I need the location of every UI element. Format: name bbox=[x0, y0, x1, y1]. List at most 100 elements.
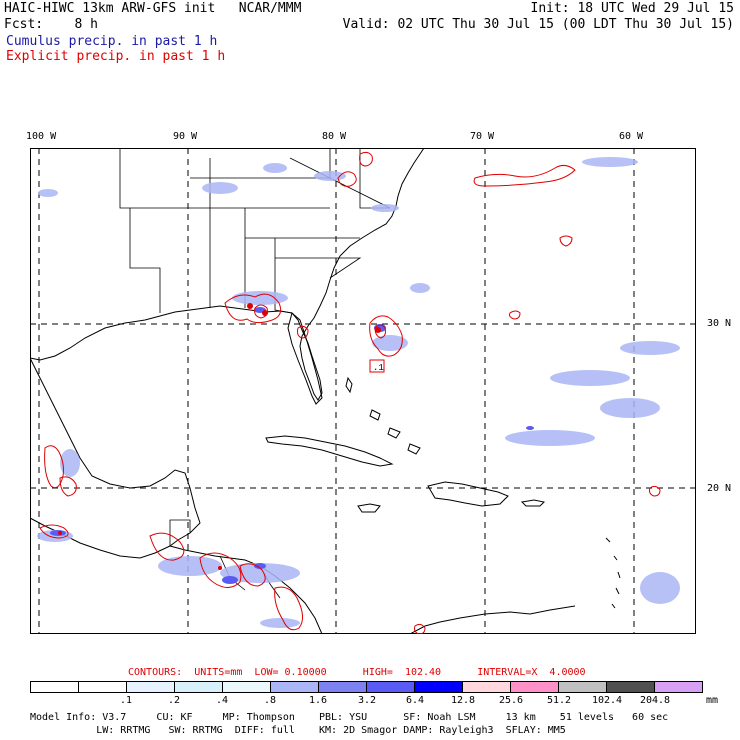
legend-swatch bbox=[463, 682, 511, 692]
lon-label-60w: 60 W bbox=[619, 131, 644, 142]
explicit-contour bbox=[239, 563, 266, 587]
cumulus-patch bbox=[505, 430, 595, 446]
explicit-contour bbox=[559, 235, 573, 247]
legend-swatch bbox=[175, 682, 223, 692]
legend-tick-label: .1 bbox=[119, 695, 133, 706]
lat-lon-grid bbox=[30, 148, 696, 634]
valid-time: Valid: 02 UTC Thu 30 Jul 15 (00 LDT Thu … bbox=[342, 17, 734, 32]
cumulus-patch bbox=[260, 618, 300, 628]
south-america-coastline bbox=[409, 605, 576, 634]
legend-swatch bbox=[559, 682, 607, 692]
cumulus-patch bbox=[158, 556, 222, 576]
explicit-contour bbox=[199, 552, 242, 588]
southern-states-borders bbox=[209, 158, 293, 314]
pacific-coastline bbox=[30, 517, 171, 559]
coastlines bbox=[30, 148, 621, 634]
low-value-marker-label: .1 bbox=[373, 363, 384, 373]
legend-tick-label: .4 bbox=[215, 695, 229, 706]
cumulus-patch bbox=[314, 171, 346, 181]
cumulus-patch bbox=[372, 335, 408, 351]
cumulus-patch bbox=[38, 189, 58, 197]
cumulus-patch bbox=[600, 398, 660, 418]
legend-swatch bbox=[607, 682, 655, 692]
legend-tick-label: 12.8 bbox=[450, 695, 476, 706]
explicit-contour bbox=[224, 293, 282, 324]
legend-tick-label: 102.4 bbox=[591, 695, 623, 706]
explicit-core bbox=[218, 566, 222, 570]
explicit-contour bbox=[274, 586, 303, 631]
central-america-coastline bbox=[169, 545, 323, 634]
explicit-contour bbox=[39, 524, 69, 539]
texas-border bbox=[119, 148, 161, 313]
cumulus-patch bbox=[582, 157, 638, 167]
legend-swatch bbox=[127, 682, 175, 692]
cumulus-patch bbox=[232, 291, 288, 305]
explicit-precip-cores bbox=[58, 303, 381, 570]
bahamas-outline bbox=[345, 376, 421, 455]
explicit-contour bbox=[369, 315, 403, 357]
legend-tick-label: 204.8 bbox=[639, 695, 671, 706]
cumulus-patch bbox=[371, 204, 399, 212]
cumulus-core bbox=[526, 426, 534, 430]
legend-tick-label: 1.6 bbox=[308, 695, 328, 706]
forecast-hour: Fcst: 8 h bbox=[4, 17, 98, 32]
lon-label-100w: 100 W bbox=[26, 131, 57, 142]
legend-swatch bbox=[79, 682, 127, 692]
explicit-core bbox=[262, 310, 268, 316]
cumulus-patch bbox=[263, 163, 287, 173]
lon-label-90w: 90 W bbox=[173, 131, 198, 142]
legend-swatch bbox=[31, 682, 79, 692]
explicit-contour bbox=[359, 151, 373, 167]
model-title: HAIC-HIWC 13km ARW-GFS init NCAR/MMM bbox=[4, 1, 302, 16]
legend-tick-label: 6.4 bbox=[405, 695, 425, 706]
explicit-contour bbox=[44, 445, 64, 489]
legend-swatch bbox=[271, 682, 319, 692]
legend-tick-label: .8 bbox=[263, 695, 277, 706]
init-time: Init: 18 UTC Wed 29 Jul 15 bbox=[530, 1, 735, 16]
color-scale-labels: .1 .2 .4 .8 1.6 3.2 6.4 12.8 25.6 51.2 102.4 204.8 bbox=[30, 695, 703, 707]
florida-outline bbox=[287, 312, 323, 405]
model-info-line-2: LW: RRTMG SW: RRTMG DIFF: full KM: 2D Sm… bbox=[30, 725, 566, 736]
cumulus-patch bbox=[60, 449, 80, 477]
lon-label-80w: 80 W bbox=[322, 131, 347, 142]
legend-swatch bbox=[223, 682, 271, 692]
legend-swatch bbox=[511, 682, 559, 692]
contour-info: CONTOURS: UNITS=mm LOW= 0.10000 HIGH= 10… bbox=[128, 667, 586, 678]
legend-swatch bbox=[655, 682, 702, 692]
cumulus-patch bbox=[620, 341, 680, 355]
explicit-contour bbox=[473, 164, 576, 187]
explicit-core bbox=[375, 327, 381, 333]
cumulus-legend-label: Cumulus precip. in past 1 h bbox=[6, 34, 218, 49]
legend-unit: mm bbox=[706, 695, 719, 706]
explicit-contour bbox=[337, 171, 357, 187]
explicit-contour bbox=[59, 476, 77, 497]
map-frame bbox=[30, 148, 696, 634]
model-info-line-1: Model Info: V3.7 CU: KF MP: Thompson PBL… bbox=[30, 712, 669, 723]
explicit-contour bbox=[649, 485, 661, 497]
legend-swatch bbox=[319, 682, 367, 692]
explicit-contour bbox=[297, 325, 309, 339]
mexico-coastline bbox=[30, 357, 201, 547]
cuba-outline bbox=[265, 435, 394, 467]
legend-tick-label: 3.2 bbox=[357, 695, 377, 706]
legend-swatch bbox=[415, 682, 463, 692]
cumulus-patch bbox=[410, 283, 430, 293]
puerto-rico-outline bbox=[520, 499, 546, 507]
lat-label-30n: 30 N bbox=[707, 318, 732, 329]
precipitation-map: .1 bbox=[30, 148, 696, 634]
lesser-antilles-outline bbox=[605, 537, 621, 609]
legend-tick-label: .2 bbox=[167, 695, 181, 706]
cumulus-core bbox=[222, 576, 238, 584]
jamaica-outline bbox=[357, 503, 381, 513]
explicit-contour bbox=[149, 532, 185, 561]
explicit-core bbox=[247, 303, 253, 309]
legend-tick-label: 25.6 bbox=[498, 695, 524, 706]
cumulus-precip bbox=[37, 157, 680, 628]
legend-tick-label: 51.2 bbox=[546, 695, 572, 706]
low-value-marker-box bbox=[369, 359, 385, 373]
lon-label-70w: 70 W bbox=[470, 131, 495, 142]
us-coastline bbox=[30, 148, 425, 401]
cumulus-patch bbox=[202, 182, 238, 194]
explicit-precip-contours bbox=[39, 151, 661, 634]
explicit-legend-label: Explicit precip. in past 1 h bbox=[6, 49, 226, 64]
